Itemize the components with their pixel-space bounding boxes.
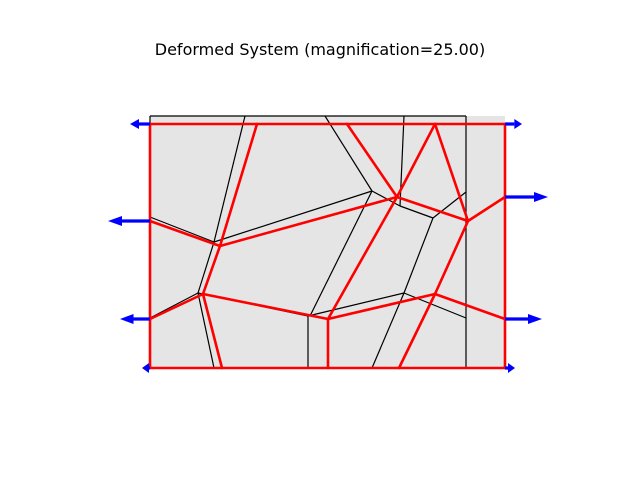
deformed-edge-5: [201, 244, 222, 296]
deformed-edge-6: [201, 292, 224, 370]
deformed-edge-12: [466, 195, 507, 223]
deformed-edge-7: [148, 219, 222, 248]
load-arrow-left-3: [142, 363, 150, 373]
original-edge-7: [149, 216, 215, 243]
original-edge-12: [399, 205, 434, 219]
plot-title: Deformed System (magnification=25.00): [154, 40, 486, 59]
original-edge-10: [371, 190, 401, 207]
original-edge-8: [213, 190, 373, 243]
load-arrow-right-4: [505, 119, 522, 129]
load-arrow-left-0: [130, 119, 150, 129]
deformed-edge-4: [218, 122, 259, 248]
load-arrow-left-1: [108, 216, 150, 226]
original-edge-14: [309, 190, 373, 317]
deformed-edge-8: [218, 195, 399, 248]
deformed-edge-19: [433, 292, 507, 321]
original-edge-21: [371, 292, 405, 369]
deformed-edge-10: [395, 122, 437, 199]
original-edge-9: [324, 115, 373, 192]
deformed-edge-15: [148, 292, 205, 321]
original-edge-20: [403, 217, 434, 294]
deformed-edge-16: [201, 292, 330, 321]
original-edge-6: [197, 292, 215, 369]
load-arrows: [108, 119, 548, 373]
deformed-edge-21: [397, 292, 437, 370]
deformed-edge-18: [326, 292, 437, 321]
load-arrow-left-2: [120, 314, 150, 324]
load-arrow-right-7: [505, 363, 515, 373]
original-edge-19: [403, 292, 467, 319]
deformed-edge-11: [395, 195, 470, 223]
deformed-mesh: [148, 122, 507, 370]
deformed-edge-9: [345, 122, 399, 199]
original-mesh: [149, 115, 467, 369]
deformed-edge-13: [433, 122, 470, 223]
deformed-edge-20: [433, 219, 470, 296]
deformed-edge-14: [326, 195, 399, 321]
load-arrow-right-5: [505, 192, 548, 202]
original-edge-4: [213, 115, 246, 243]
original-edge-5: [197, 241, 215, 294]
load-arrow-right-6: [505, 314, 542, 324]
original-edge-18: [307, 292, 405, 317]
